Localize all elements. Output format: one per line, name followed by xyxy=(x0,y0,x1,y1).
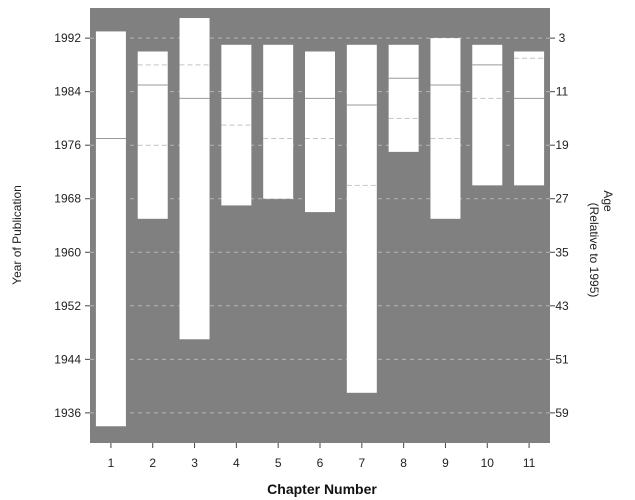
y2-tick-label: 27 xyxy=(555,192,569,206)
y2-axis-title-relative: (Relative to 1995) xyxy=(587,203,601,298)
y2-tick-label: 43 xyxy=(555,299,569,313)
y2-tick-label: 19 xyxy=(555,138,569,152)
chapter-box xyxy=(179,18,210,340)
y-tick-label: 1992 xyxy=(54,31,81,45)
chapter-box xyxy=(472,44,503,186)
chapter-box xyxy=(388,44,419,152)
x-tick-label: 7 xyxy=(358,456,365,470)
y2-tick-label: 11 xyxy=(556,85,569,99)
y2-tick-label: 51 xyxy=(555,352,569,366)
x-axis-title: Chapter Number xyxy=(267,481,377,497)
y-tick-label: 1960 xyxy=(54,245,81,259)
y-tick-label: 1968 xyxy=(54,192,81,206)
chapter-box xyxy=(514,51,545,186)
x-tick-label: 1 xyxy=(108,456,115,470)
y2-tick-label: 35 xyxy=(555,245,569,259)
chapter-box xyxy=(137,51,168,219)
y-tick-label: 1936 xyxy=(54,406,81,420)
y2-axis-title-age: Age xyxy=(601,190,615,212)
x-tick-label: 2 xyxy=(149,456,156,470)
chapter-box xyxy=(263,44,294,199)
x-tick-label: 6 xyxy=(317,456,324,470)
y-tick-label: 1984 xyxy=(54,85,81,99)
x-tick-label: 9 xyxy=(442,456,449,470)
y2-tick-label: 59 xyxy=(555,406,569,420)
x-tick-label: 10 xyxy=(481,456,495,470)
x-tick-label: 4 xyxy=(233,456,240,470)
x-tick-label: 3 xyxy=(191,456,198,470)
chapter-box xyxy=(95,31,126,427)
y-tick-label: 1976 xyxy=(54,138,81,152)
y2-tick-label: 3 xyxy=(559,31,566,45)
chapter-box xyxy=(305,51,335,213)
x-tick-label: 11 xyxy=(523,456,536,470)
y-tick-label: 1952 xyxy=(54,299,81,313)
x-tick-label: 8 xyxy=(400,456,407,470)
chapter-box xyxy=(346,44,377,393)
chapter-box xyxy=(430,38,461,219)
y-tick-label: 1944 xyxy=(54,352,81,366)
y-axis-title: Year of Publication xyxy=(10,185,24,285)
x-tick-label: 5 xyxy=(275,456,282,470)
